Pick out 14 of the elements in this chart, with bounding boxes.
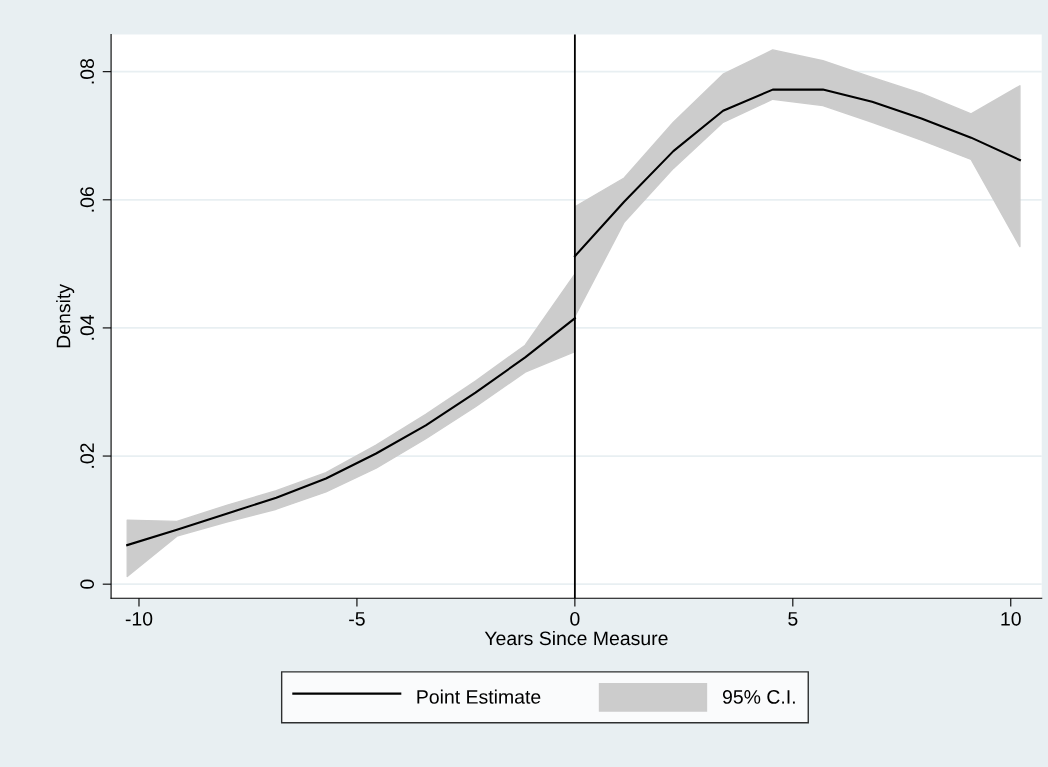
- text: Point Estimate: [417, 689, 541, 704]
- y-tick-label: .04: [80, 314, 95, 340]
- x-tick-label: 5: [788, 612, 798, 626]
- y-axis-title: Density: [56, 284, 75, 348]
- x-axis-title: Years Since Measure: [484, 630, 668, 646]
- y-tick-label: .02: [80, 443, 95, 468]
- y-tick-label: .06: [80, 187, 95, 212]
- y-tick-label: .08: [80, 59, 95, 84]
- x-tick-label: 10: [1001, 611, 1021, 626]
- y-tick-label: 0: [80, 579, 95, 589]
- x-tick-label: -5: [349, 612, 365, 626]
- x-tick-label: -10: [125, 611, 153, 626]
- text: 95% C.I.: [722, 690, 795, 704]
- x-tick-label: 0: [570, 611, 580, 626]
